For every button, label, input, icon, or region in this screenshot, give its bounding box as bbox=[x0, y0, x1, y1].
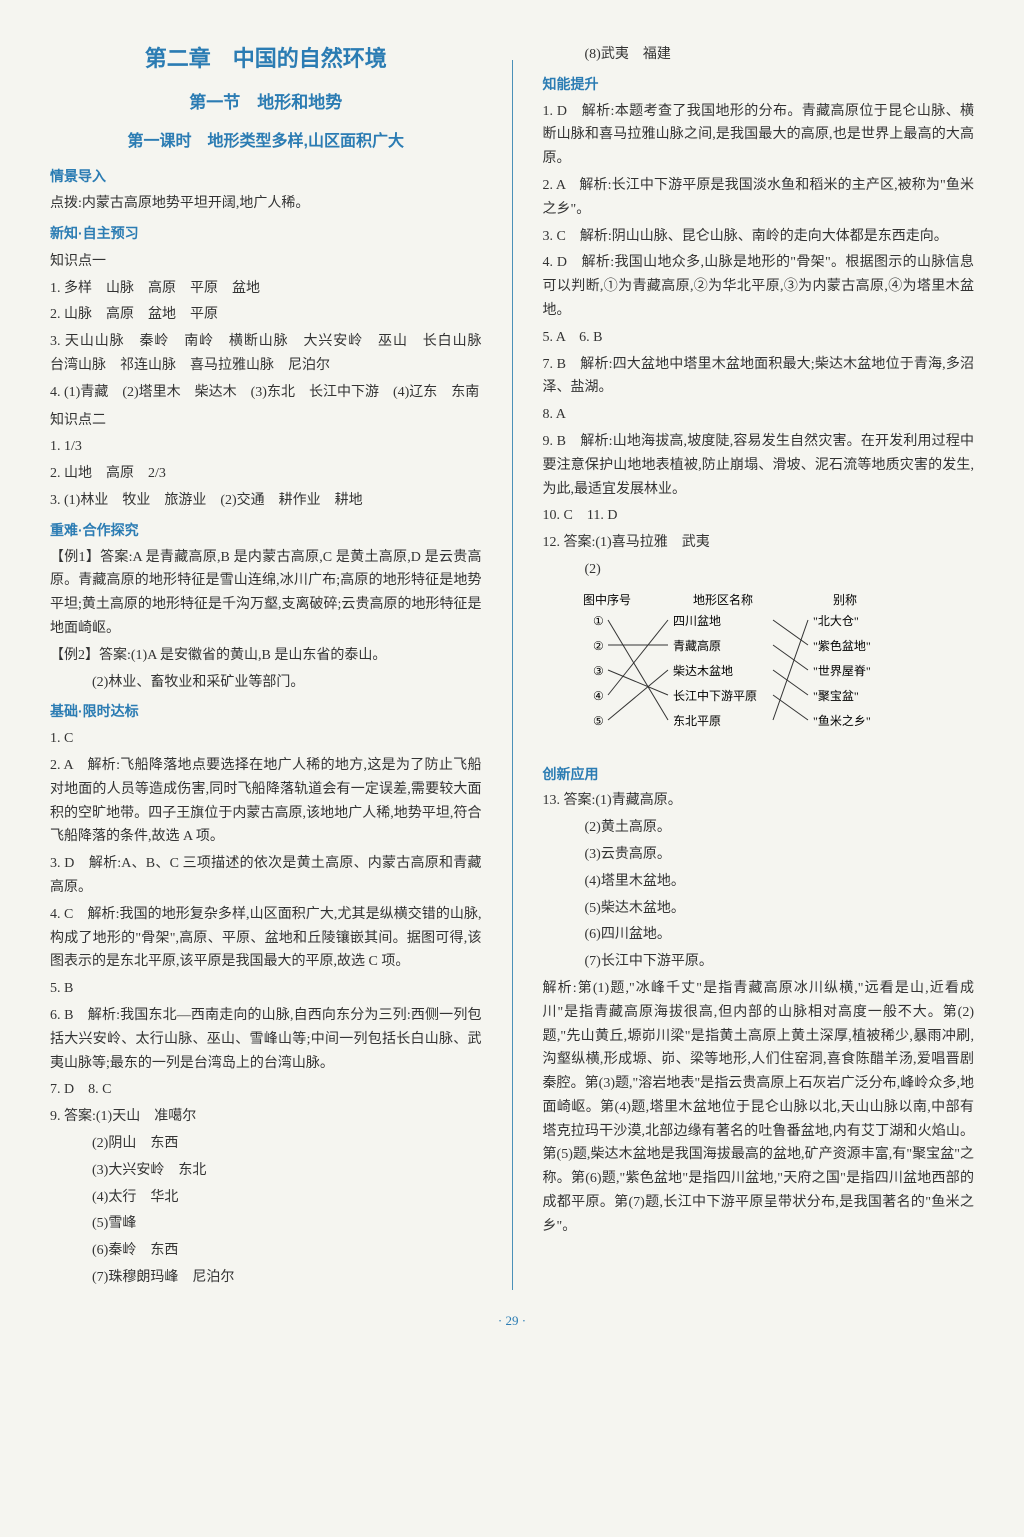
diag-right: "世界屋脊" bbox=[813, 664, 871, 678]
column-divider bbox=[512, 60, 513, 1290]
knowledge-point: 知识点二 bbox=[50, 409, 482, 433]
diag-mid: 青藏高原 bbox=[673, 638, 721, 653]
text-line: 2. 山地 高原 2/3 bbox=[50, 462, 482, 486]
diag-left: ③ bbox=[593, 664, 604, 678]
answer-line: 8. A bbox=[543, 403, 975, 427]
left-column: 第二章 中国的自然环境 第一节 地形和地势 第一课时 地形类型多样,山区面积广大… bbox=[50, 40, 482, 1290]
answer-line: (7)珠穆朗玛峰 尼泊尔 bbox=[50, 1266, 482, 1290]
diag-header: 图中序号 bbox=[583, 592, 631, 607]
example-answer: 【例1】答案:A 是青藏高原,B 是内蒙古高原,C 是黄土高原,D 是云贵高原。… bbox=[50, 546, 482, 641]
answer-line: 5. B bbox=[50, 977, 482, 1001]
answer-line: 13. 答案:(1)青藏高原。 bbox=[543, 789, 975, 813]
answer-line: 5. A 6. B bbox=[543, 326, 975, 350]
answer-line: 4. D 解析:我国山地众多,山脉是地形的"骨架"。根据图示的山脉信息可以判断,… bbox=[543, 251, 975, 322]
answer-line: 7. D 8. C bbox=[50, 1078, 482, 1102]
section-heading: 知能提升 bbox=[543, 73, 975, 97]
diag-left: ① bbox=[593, 614, 604, 628]
answer-line: 1. C bbox=[50, 727, 482, 751]
answer-line: 1. D 解析:本题考查了我国地形的分布。青藏高原位于昆仑山脉、横断山脉和喜马拉… bbox=[543, 100, 975, 171]
answer-line: (2)黄土高原。 bbox=[543, 816, 975, 840]
diag-right: "北大仓" bbox=[813, 614, 859, 628]
answer-line: (6)秦岭 东西 bbox=[50, 1239, 482, 1263]
diag-mid: 长江中下游平原 bbox=[673, 688, 757, 703]
answer-line: (3)云贵高原。 bbox=[543, 843, 975, 867]
answer-line: (5)柴达木盆地。 bbox=[543, 897, 975, 921]
answer-line: 9. B 解析:山地海拔高,坡度陡,容易发生自然灾害。在开发利用过程中要注意保护… bbox=[543, 430, 975, 501]
text-line: 3. (1)林业 牧业 旅游业 (2)交通 耕作业 耕地 bbox=[50, 489, 482, 513]
section-heading: 情景导入 bbox=[50, 165, 482, 189]
answer-line: (8)武夷 福建 bbox=[543, 43, 975, 67]
section-heading: 创新应用 bbox=[543, 763, 975, 787]
diag-mid: 柴达木盆地 bbox=[673, 664, 733, 678]
answer-line: 3. C 解析:阴山山脉、昆仑山脉、南岭的走向大体都是东西走向。 bbox=[543, 225, 975, 249]
answer-line: (2) bbox=[543, 558, 975, 582]
answer-line: 10. C 11. D bbox=[543, 504, 975, 528]
answer-line: (4)塔里木盆地。 bbox=[543, 870, 975, 894]
answer-line: 3. D 解析:A、B、C 三项描述的依次是黄土高原、内蒙古高原和青藏高原。 bbox=[50, 852, 482, 900]
diag-left: ② bbox=[593, 639, 604, 653]
diag-left: ⑤ bbox=[593, 714, 604, 728]
answer-line: 2. A 解析:长江中下游平原是我国淡水鱼和稻米的主产区,被称为"鱼米之乡"。 bbox=[543, 174, 975, 222]
section-heading: 重难·合作探究 bbox=[50, 519, 482, 543]
answer-line: (3)大兴安岭 东北 bbox=[50, 1159, 482, 1183]
text-line: 3. 天山山脉 秦岭 南岭 横断山脉 大兴安岭 巫山 长白山脉 台湾山脉 祁连山… bbox=[50, 330, 482, 378]
page-container: 第二章 中国的自然环境 第一节 地形和地势 第一课时 地形类型多样,山区面积广大… bbox=[50, 40, 974, 1290]
answer-line: 4. C 解析:我国的地形复杂多样,山区面积广大,尤其是纵横交错的山脉,构成了地… bbox=[50, 903, 482, 974]
diag-header: 别称 bbox=[833, 593, 857, 607]
answer-line: 2. A 解析:飞船降落地点要选择在地广人稀的地方,这是为了防止飞船对地面的人员… bbox=[50, 754, 482, 849]
lesson-title: 第一课时 地形类型多样,山区面积广大 bbox=[50, 128, 482, 155]
diag-lines-right bbox=[773, 620, 808, 720]
explanation: 解析:第(1)题,"冰峰千丈"是指青藏高原冰川纵横,"远看是山,近看成川"是指青… bbox=[543, 977, 975, 1239]
diag-header: 地形区名称 bbox=[693, 592, 753, 607]
diag-right: "聚宝盆" bbox=[813, 689, 859, 703]
answer-line: 6. B 解析:我国东北—西南走向的山脉,自西向东分为三列:西侧一列包括大兴安岭… bbox=[50, 1004, 482, 1075]
diag-lines-left bbox=[608, 620, 668, 720]
text-line: 4. (1)青藏 (2)塔里木 柴达木 (3)东北 长江中下游 (4)辽东 东南 bbox=[50, 381, 482, 405]
section-heading: 基础·限时达标 bbox=[50, 700, 482, 724]
answer-line: (2)阴山 东西 bbox=[50, 1132, 482, 1156]
right-column: (8)武夷 福建 知能提升 1. D 解析:本题考查了我国地形的分布。青藏高原位… bbox=[543, 40, 975, 1290]
text-line: 1. 1/3 bbox=[50, 435, 482, 459]
section-title: 第一节 地形和地势 bbox=[50, 89, 482, 118]
text-line: 1. 多样 山脉 高原 平原 盆地 bbox=[50, 277, 482, 301]
section-heading: 新知·自主预习 bbox=[50, 222, 482, 246]
diag-left: ④ bbox=[593, 689, 604, 703]
diag-right: "鱼米之乡" bbox=[813, 714, 871, 728]
answer-line: 7. B 解析:四大盆地中塔里木盆地面积最大;柴达木盆地位于青海,多沼泽、盐湖。 bbox=[543, 353, 975, 401]
chapter-title: 第二章 中国的自然环境 bbox=[50, 40, 482, 77]
text-line: 2. 山脉 高原 盆地 平原 bbox=[50, 303, 482, 327]
answer-line: 9. 答案:(1)天山 准噶尔 bbox=[50, 1105, 482, 1129]
text-line: 点拨:内蒙古高原地势平坦开阔,地广人稀。 bbox=[50, 192, 482, 216]
example-answer: 【例2】答案:(1)A 是安徽省的黄山,B 是山东省的泰山。 bbox=[50, 644, 482, 668]
answer-line: (5)雪峰 bbox=[50, 1212, 482, 1236]
answer-line: (4)太行 华北 bbox=[50, 1186, 482, 1210]
diag-mid: 东北平原 bbox=[673, 714, 721, 728]
knowledge-point: 知识点一 bbox=[50, 250, 482, 274]
answer-line: 12. 答案:(1)喜马拉雅 武夷 bbox=[543, 531, 975, 555]
matching-diagram: 图中序号 地形区名称 别称 ① ② ③ ④ ⑤ 四川盆地 青藏高原 柴达木盆地 … bbox=[543, 590, 903, 740]
page-number: · 29 · bbox=[50, 1310, 974, 1332]
answer-line: (7)长江中下游平原。 bbox=[543, 950, 975, 974]
example-answer: (2)林业、畜牧业和采矿业等部门。 bbox=[50, 671, 482, 695]
answer-line: (6)四川盆地。 bbox=[543, 923, 975, 947]
diag-right: "紫色盆地" bbox=[813, 639, 871, 653]
diag-mid: 四川盆地 bbox=[673, 614, 721, 628]
